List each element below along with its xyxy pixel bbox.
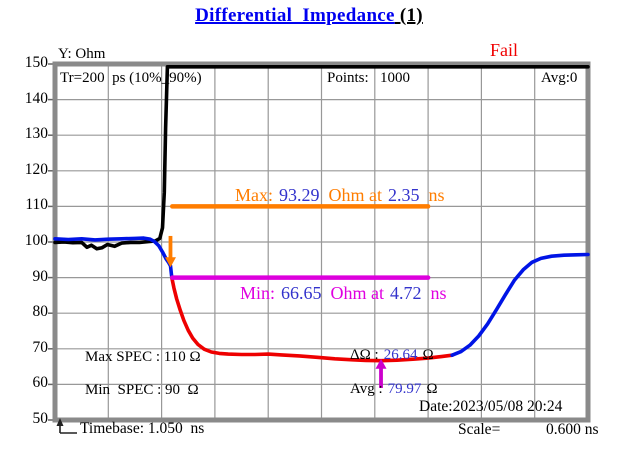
impedance-fail-region — [170, 275, 454, 363]
stimulus-step — [53, 65, 590, 251]
page-title: Differential Impedance (1) — [0, 5, 618, 27]
title-channel-suffix: (1) — [394, 5, 423, 26]
trigger-marker-icon — [56, 418, 64, 426]
scale-value: 0.600 ns — [546, 421, 599, 438]
timebase-label: Timebase: 1.050 ns — [80, 420, 205, 437]
delta-unit: Ω — [422, 347, 434, 363]
min-time-value: 4.72 — [390, 283, 422, 303]
y-tick-label: 150 — [24, 54, 48, 71]
averaging-label: Avg:0 — [541, 70, 578, 86]
y-tick-label: 140 — [24, 89, 48, 107]
min-readout: Min: 66.65 Ohm at 4.72 ns — [240, 283, 447, 304]
scale-label: Scale= — [458, 421, 501, 438]
y-tick-label: 50 — [32, 410, 49, 427]
min-time-unit: ns — [430, 283, 447, 303]
max-time-value: 2.35 — [388, 185, 420, 205]
title-text: Differential Impedance — [195, 5, 395, 26]
points-value: 1000 — [380, 70, 410, 86]
min-label: Min: — [240, 283, 276, 303]
status-badge: Fail — [490, 40, 519, 60]
y-tick-label: 100 — [24, 232, 48, 249]
avg-unit: Ω — [426, 381, 438, 397]
y-tick-label: 110 — [25, 196, 48, 214]
max-spec-label: Max SPEC : 110 Ω — [85, 349, 201, 365]
max-marker-arrow-head — [164, 257, 176, 268]
min-spec-label: Min SPEC : 90 Ω — [85, 382, 199, 398]
y-tick-label: 130 — [24, 125, 48, 143]
delta-ohm-readout: ΔΩ :26.64 Ω — [350, 347, 434, 364]
y-tick-label: 80 — [32, 303, 49, 321]
avg-ohm-readout: Avg :79.97 Ω — [350, 381, 438, 398]
max-mid-text: Ohm at — [328, 185, 383, 205]
max-readout: Max: 93.29 Ohm at 2.35 ns — [235, 185, 445, 206]
max-time-unit: ns — [428, 185, 445, 205]
max-label: Max: — [235, 185, 273, 205]
avg-label: Avg : — [350, 381, 383, 397]
impedance-recovery — [450, 252, 590, 358]
avg-value: 79.97 — [387, 381, 422, 397]
delta-label: ΔΩ : — [350, 347, 379, 363]
min-marker-arrow-head — [375, 358, 387, 369]
max-value: 93.29 — [279, 185, 320, 205]
y-tick-label: 60 — [32, 374, 49, 392]
delta-value: 26.64 — [383, 347, 418, 363]
y-axis-title: Y: Ohm — [58, 46, 106, 62]
min-value: 66.65 — [281, 283, 322, 303]
y-tick-label: 90 — [32, 267, 49, 285]
y-tick-label: 70 — [32, 338, 49, 356]
min-mid-text: Ohm at — [330, 283, 385, 303]
y-tick-label: 120 — [24, 160, 48, 178]
points-label: Points: — [327, 70, 369, 86]
date-label: Date:2023/05/08 20:24 — [419, 398, 563, 415]
risetime-label: Tr=200 ps (10%_90%) — [60, 70, 202, 86]
